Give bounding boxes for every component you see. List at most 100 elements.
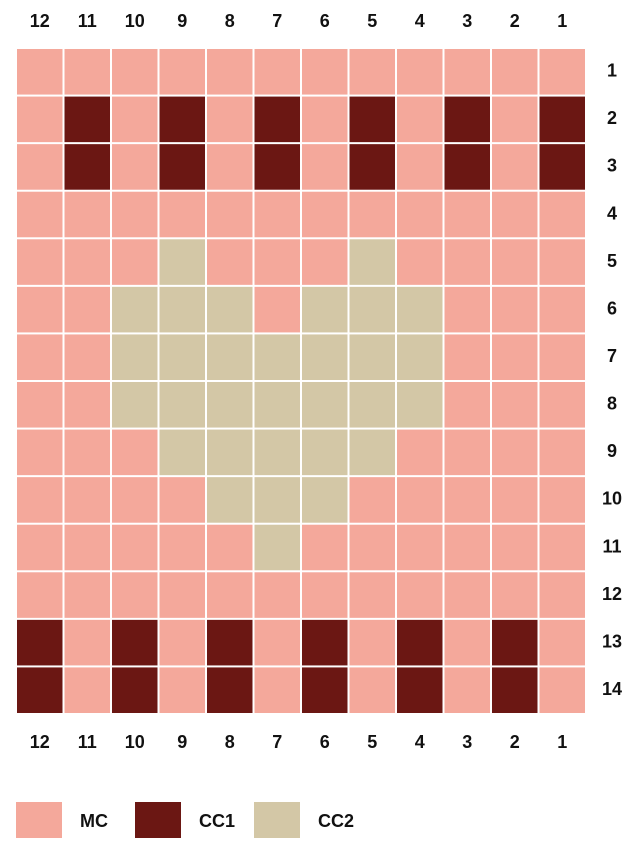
column-label: 5 — [367, 11, 377, 31]
column-label: 3 — [462, 732, 472, 752]
row-label: 9 — [607, 441, 617, 461]
stitch-cell — [112, 144, 158, 190]
stitch-cell — [254, 239, 300, 285]
stitch-cell — [112, 334, 158, 380]
stitch-cell — [17, 477, 63, 523]
stitch-cell — [349, 96, 395, 143]
stitch-cell — [207, 524, 253, 571]
row-label: 13 — [602, 631, 622, 651]
row-label: 5 — [607, 251, 617, 271]
stitch-cell — [207, 334, 253, 380]
column-label: 7 — [272, 732, 282, 752]
stitch-cell — [207, 429, 253, 476]
stitch-cell — [17, 382, 63, 428]
column-label: 8 — [225, 11, 235, 31]
stitch-cell — [492, 477, 538, 523]
stitch-cell — [444, 382, 490, 428]
stitch-cell — [539, 619, 585, 666]
column-label: 7 — [272, 11, 282, 31]
stitch-cell — [207, 382, 253, 428]
stitch-cell — [492, 286, 538, 333]
column-label: 11 — [78, 732, 97, 752]
stitch-cell — [159, 572, 205, 618]
legend-swatch — [254, 802, 300, 842]
stitch-cell — [492, 334, 538, 380]
stitch-cell — [492, 429, 538, 476]
stitch-cell — [349, 286, 395, 333]
stitch-cell — [112, 667, 158, 713]
stitch-cell — [539, 429, 585, 476]
row-label: 1 — [607, 61, 617, 81]
stitch-cell — [397, 49, 443, 95]
stitch-cell — [302, 619, 348, 666]
stitch-cell — [254, 286, 300, 333]
stitch-cell — [539, 477, 585, 523]
stitch-cell — [444, 191, 490, 238]
row-label: 6 — [607, 298, 617, 318]
stitch-cell — [64, 429, 110, 476]
row-label: 11 — [602, 536, 621, 556]
stitch-cell — [64, 619, 110, 666]
stitch-cell — [64, 49, 110, 95]
stitch-cell — [492, 191, 538, 238]
stitch-cell — [492, 524, 538, 571]
stitch-cell — [302, 429, 348, 476]
stitch-cell — [254, 382, 300, 428]
stitch-cell — [159, 96, 205, 143]
column-label: 4 — [415, 732, 425, 752]
stitch-cell — [207, 667, 253, 713]
stitch-cell — [64, 524, 110, 571]
stitch-cell — [492, 49, 538, 95]
stitch-cell — [349, 429, 395, 476]
stitch-cell — [492, 619, 538, 666]
stitch-cell — [349, 144, 395, 190]
stitch-cell — [64, 572, 110, 618]
stitch-cell — [159, 524, 205, 571]
column-label: 2 — [510, 732, 520, 752]
stitch-cell — [17, 429, 63, 476]
stitch-cell — [112, 49, 158, 95]
stitch-cell — [112, 524, 158, 571]
stitch-cell — [444, 619, 490, 666]
stitch-cell — [397, 619, 443, 666]
stitch-cell — [254, 524, 300, 571]
stitch-cell — [254, 572, 300, 618]
legend-label: MC — [80, 811, 108, 831]
stitch-cell — [397, 239, 443, 285]
stitch-cell — [159, 429, 205, 476]
stitch-cell — [349, 572, 395, 618]
stitch-cell — [444, 477, 490, 523]
stitch-cell — [539, 334, 585, 380]
stitch-cell — [302, 286, 348, 333]
stitch-cell — [302, 524, 348, 571]
stitch-cell — [17, 239, 63, 285]
stitch-cell — [539, 191, 585, 238]
stitch-cell — [254, 144, 300, 190]
row-label: 14 — [602, 679, 622, 699]
stitch-cell — [444, 144, 490, 190]
stitch-cell — [207, 572, 253, 618]
stitch-cell — [17, 191, 63, 238]
stitch-cell — [159, 334, 205, 380]
stitch-cell — [302, 144, 348, 190]
stitch-cell — [397, 572, 443, 618]
stitch-cell — [302, 239, 348, 285]
stitch-cell — [444, 572, 490, 618]
stitch-cell — [302, 667, 348, 713]
stitch-cell — [159, 239, 205, 285]
column-label: 1 — [557, 732, 567, 752]
stitch-cell — [444, 49, 490, 95]
stitch-cell — [397, 334, 443, 380]
stitch-cell — [112, 191, 158, 238]
stitch-cell — [444, 429, 490, 476]
stitch-cell — [254, 619, 300, 666]
stitch-cell — [254, 96, 300, 143]
stitch-cell — [159, 667, 205, 713]
stitch-cell — [17, 667, 63, 713]
stitch-cell — [64, 239, 110, 285]
stitch-cell — [444, 286, 490, 333]
stitch-cell — [539, 96, 585, 143]
stitch-cell — [207, 239, 253, 285]
stitch-cell — [112, 96, 158, 143]
